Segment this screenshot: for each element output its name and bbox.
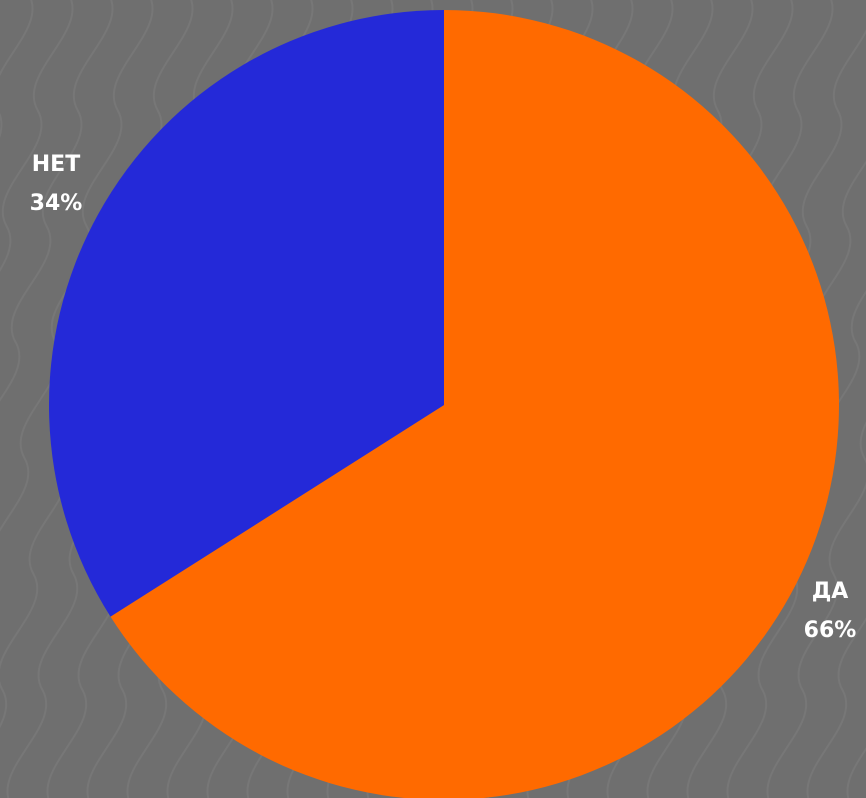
pie-slice-da [110, 10, 839, 798]
pie-slice-net [49, 10, 445, 617]
background-wave-line [0, 0, 114, 798]
background-wave-line [0, 0, 154, 798]
background-wave-line [0, 0, 74, 798]
slice-label-da: ДА [812, 579, 849, 604]
slice-label-net: НЕТ [32, 152, 80, 177]
background-wave-line [726, 0, 866, 798]
background-wave-line [806, 0, 866, 798]
slice-value-label-net: 34% [30, 191, 83, 216]
background-wave-line [766, 0, 866, 798]
slice-value-label-da: 66% [804, 618, 857, 643]
background-wave-line [0, 0, 34, 798]
